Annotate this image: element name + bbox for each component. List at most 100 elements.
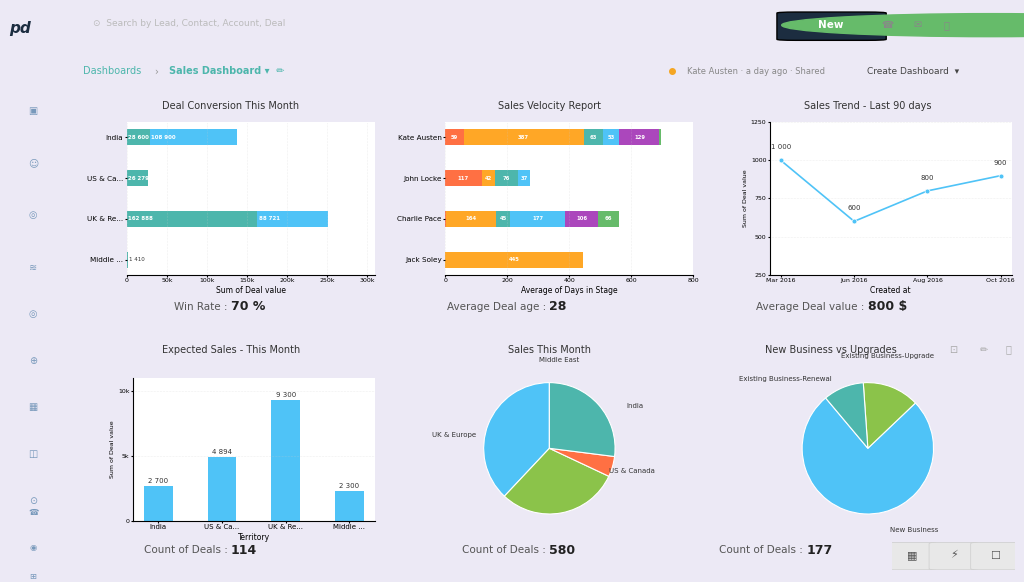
Text: 162 888: 162 888 <box>128 217 153 222</box>
FancyBboxPatch shape <box>971 542 1020 570</box>
Text: 387: 387 <box>518 134 529 140</box>
Bar <box>445 252 584 268</box>
Bar <box>518 170 529 186</box>
Text: Sales Dashboard ▾  ✏: Sales Dashboard ▾ ✏ <box>169 66 284 76</box>
Text: 🗑: 🗑 <box>1006 345 1012 354</box>
Bar <box>127 211 257 227</box>
Text: 129: 129 <box>634 134 645 140</box>
Y-axis label: Sum of Deal value: Sum of Deal value <box>111 421 115 478</box>
Bar <box>584 129 603 145</box>
Text: 600: 600 <box>848 205 861 211</box>
Text: 2 300: 2 300 <box>339 482 359 489</box>
Text: 108 900: 108 900 <box>152 134 176 140</box>
Text: 🔔: 🔔 <box>943 20 949 30</box>
X-axis label: Average of Days in Stage: Average of Days in Stage <box>521 286 617 295</box>
Bar <box>150 129 237 145</box>
Wedge shape <box>863 382 915 448</box>
Text: 177: 177 <box>807 544 833 557</box>
Bar <box>271 400 300 521</box>
Bar <box>257 211 328 227</box>
Bar <box>497 211 510 227</box>
Text: ✏: ✏ <box>980 345 988 354</box>
Text: India: India <box>627 403 643 409</box>
Text: 37: 37 <box>520 176 527 180</box>
Text: Count of Deals :: Count of Deals : <box>462 545 549 555</box>
Text: US & Canada: US & Canada <box>608 469 654 474</box>
Text: Count of Deals :: Count of Deals : <box>143 545 230 555</box>
Y-axis label: Sum of Deal value: Sum of Deal value <box>743 170 748 228</box>
Text: 76: 76 <box>503 176 510 180</box>
Text: Win Rate :: Win Rate : <box>174 301 230 311</box>
Text: 26 279: 26 279 <box>128 176 150 180</box>
Text: New Business: New Business <box>890 527 938 534</box>
Text: Existing Business-Renewal: Existing Business-Renewal <box>739 377 833 382</box>
Text: Create Dashboard  ▾: Create Dashboard ▾ <box>867 67 959 76</box>
Text: ◎: ◎ <box>29 210 38 221</box>
Wedge shape <box>483 382 549 496</box>
Text: Sales Trend - Last 90 days: Sales Trend - Last 90 days <box>804 101 932 111</box>
Text: ◎: ◎ <box>29 309 38 320</box>
Text: Average Deal value :: Average Deal value : <box>756 301 867 311</box>
Text: ☎: ☎ <box>881 20 893 30</box>
Text: UK & Europe: UK & Europe <box>432 432 476 438</box>
Bar <box>565 211 598 227</box>
Text: Kate Austen · a day ago · Shared: Kate Austen · a day ago · Shared <box>687 67 824 76</box>
Text: 164: 164 <box>466 217 476 222</box>
Text: Average Deal age :: Average Deal age : <box>446 301 549 311</box>
Text: pd: pd <box>9 22 31 36</box>
Text: ⊙: ⊙ <box>29 495 37 506</box>
Circle shape <box>781 13 1024 37</box>
Wedge shape <box>825 383 867 448</box>
Text: New Business vs Upgrades: New Business vs Upgrades <box>765 345 897 354</box>
Text: 2 700: 2 700 <box>148 477 168 484</box>
Text: ◉: ◉ <box>30 542 37 552</box>
Wedge shape <box>802 398 934 514</box>
Text: Deal Conversion This Month: Deal Conversion This Month <box>163 101 299 111</box>
Bar <box>495 170 518 186</box>
Bar <box>127 129 150 145</box>
Bar <box>127 170 147 186</box>
Text: 70 %: 70 % <box>230 300 265 313</box>
Text: 117: 117 <box>458 176 469 180</box>
Text: 106: 106 <box>577 217 587 222</box>
Text: ⊙  Search by Lead, Contact, Account, Deal: ⊙ Search by Lead, Contact, Account, Deal <box>93 19 285 28</box>
Text: ▦: ▦ <box>29 402 38 413</box>
Text: 114: 114 <box>230 544 257 557</box>
Text: New: New <box>818 20 844 30</box>
Text: 800: 800 <box>921 175 934 181</box>
Text: Count of Deals :: Count of Deals : <box>720 545 807 555</box>
Wedge shape <box>505 448 609 514</box>
Text: ⚡: ⚡ <box>949 551 957 560</box>
Bar <box>127 252 128 268</box>
Text: 1 410: 1 410 <box>129 257 144 262</box>
Bar <box>481 170 495 186</box>
Bar <box>659 129 662 145</box>
Wedge shape <box>549 448 614 476</box>
Bar <box>464 129 584 145</box>
Text: Existing Business-Upgrade: Existing Business-Upgrade <box>841 353 934 359</box>
Text: 42: 42 <box>484 176 492 180</box>
Text: ▣: ▣ <box>29 105 38 116</box>
Text: 63: 63 <box>590 134 597 140</box>
Wedge shape <box>549 382 615 456</box>
Text: 900: 900 <box>994 159 1008 165</box>
Bar <box>445 129 464 145</box>
Text: ⊕: ⊕ <box>29 356 37 366</box>
Text: ›: › <box>155 66 159 76</box>
Text: 177: 177 <box>532 217 544 222</box>
Bar <box>603 129 620 145</box>
Text: 580: 580 <box>549 544 575 557</box>
X-axis label: Created at: Created at <box>870 286 911 295</box>
Text: Sales This Month: Sales This Month <box>508 345 591 354</box>
Text: 28: 28 <box>549 300 566 313</box>
Text: Middle East: Middle East <box>539 357 580 363</box>
Text: 800 $: 800 $ <box>867 300 907 313</box>
Text: 53: 53 <box>607 134 614 140</box>
Bar <box>445 170 481 186</box>
Text: 66: 66 <box>604 217 612 222</box>
Text: 88 721: 88 721 <box>259 217 280 222</box>
Bar <box>335 491 364 521</box>
Text: 9 300: 9 300 <box>275 392 296 398</box>
Text: ✉: ✉ <box>913 20 922 30</box>
Text: 1 000: 1 000 <box>771 144 791 150</box>
